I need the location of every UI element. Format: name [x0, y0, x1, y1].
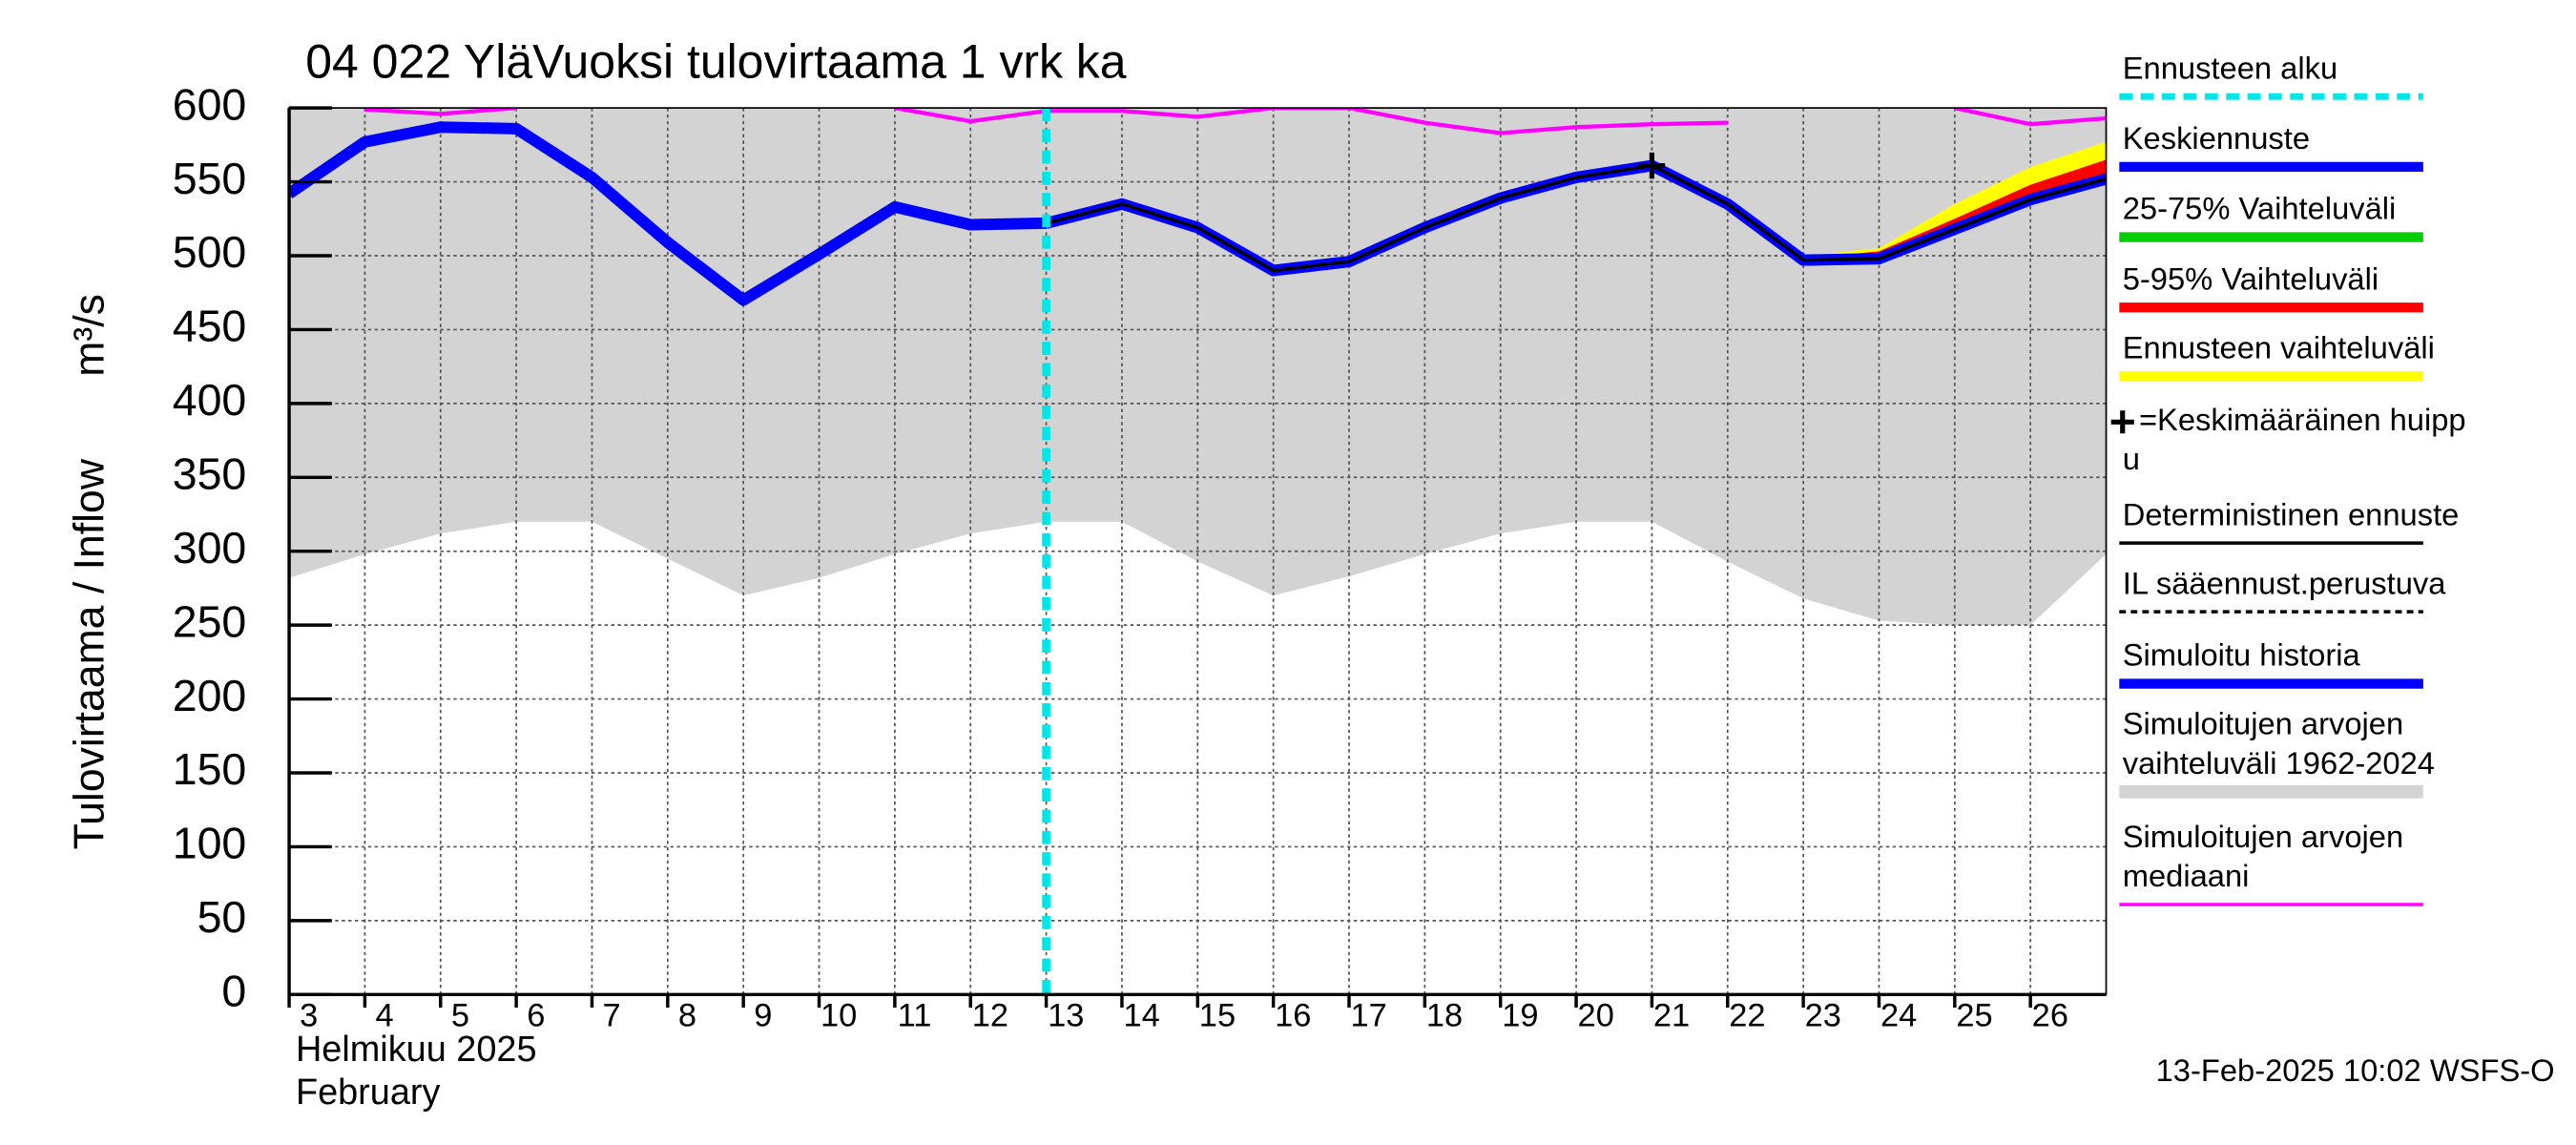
y-tick-label: 150: [173, 744, 247, 794]
y-tick-label: 350: [173, 449, 247, 499]
x-axis-label: Helmikuu 2025: [296, 1030, 537, 1070]
x-tick-label: 16: [1275, 997, 1311, 1033]
y-tick-label: 550: [173, 154, 247, 203]
y-tick-label: 250: [173, 596, 247, 646]
x-tick-label: 13: [1048, 997, 1084, 1033]
x-tick-label: 3: [300, 997, 318, 1033]
x-tick-label: 10: [821, 997, 857, 1033]
y-tick-label: 200: [173, 671, 247, 720]
legend-label: u: [2123, 441, 2140, 476]
y-axis-unit: m³/s: [66, 294, 113, 377]
axes: 0 50 100 150 200 250 300 350 400 450 500 550 600 3 4 5 6…: [173, 79, 2108, 1033]
legend-label: Simuloitujen arvojen: [2123, 706, 2403, 741]
y-tick-label: 400: [173, 375, 247, 425]
x-tick-label: 24: [1880, 997, 1917, 1033]
plot-area: [289, 108, 2107, 995]
y-tick-label: 50: [197, 892, 247, 942]
x-tick-label: 7: [603, 997, 621, 1033]
x-tick-label: 14: [1123, 997, 1159, 1033]
x-tick-label: 8: [678, 997, 696, 1033]
line: [364, 108, 2107, 135]
x-tick-label: 22: [1729, 997, 1765, 1033]
legend-label: Simuloitu historia: [2123, 637, 2361, 673]
footer: 13-Feb-2025 10:02 WSFS-O: [2156, 1052, 2555, 1088]
legend-label: Ennusteen vaihteluväli: [2123, 330, 2435, 365]
x-tick-label: 6: [527, 997, 545, 1033]
legend-label: Simuloitujen arvojen: [2123, 819, 2403, 854]
chart-title: 04 022 YläVuoksi tulovirtaama 1 vrk ka: [305, 35, 1127, 89]
x-tick-label: 15: [1199, 997, 1236, 1033]
legend-label: IL sääennust.perustuva: [2123, 565, 2447, 600]
y-tick-label: 450: [173, 302, 247, 351]
x-axis-label: February: [296, 1072, 441, 1113]
y-tick-label: 300: [173, 523, 247, 572]
x-tick-label: 9: [754, 997, 772, 1033]
peak-marker: [1638, 152, 1666, 179]
y-tick-label: 100: [173, 819, 247, 868]
x-tick-label: 12: [972, 997, 1008, 1033]
band: [1803, 141, 2107, 262]
line: [289, 121, 1047, 306]
legend-label: 25-75% Vaihteluväli: [2123, 191, 2397, 226]
legend-label: vaihteluväli 1962-2024: [2123, 745, 2435, 781]
x-tick-label: 11: [898, 997, 932, 1033]
y-tick-label: 500: [173, 227, 247, 277]
x-tick-label: 17: [1351, 997, 1387, 1033]
x-tick-label: 20: [1578, 997, 1614, 1033]
x-tick-label: 19: [1502, 997, 1538, 1033]
legend-label: Ennusteen alku: [2123, 50, 2337, 85]
legend: Ennusteen alku Keskiennuste 25-75% Vaihtel…: [2110, 50, 2466, 906]
x-tick-label: 21: [1653, 997, 1690, 1033]
y-axis-label: Tulovirtaama / Inflow: [66, 458, 113, 849]
y-tick-label: 0: [221, 967, 246, 1016]
line: [1046, 163, 2107, 273]
x-tick-label: 25: [1956, 997, 1992, 1033]
band: [1803, 159, 2107, 260]
x-tick-label: 4: [376, 997, 394, 1033]
legend-label: Keskiennuste: [2123, 120, 2310, 156]
legend-label: 5-95% Vaihteluväli: [2123, 261, 2379, 297]
legend-label: mediaani: [2123, 858, 2250, 893]
legend-label: =Keskimääräinen huipp: [2139, 402, 2466, 437]
x-tick-label: 5: [451, 997, 469, 1033]
x-tick-label: 26: [2032, 997, 2068, 1033]
legend-label: Deterministinen ennuste: [2123, 496, 2460, 531]
y-tick-label: 600: [173, 79, 247, 129]
x-tick-label: 23: [1805, 997, 1841, 1033]
legend-marker: [2110, 410, 2134, 434]
x-tick-label: 18: [1426, 997, 1463, 1033]
peak-marker-cross: [1638, 152, 1666, 179]
